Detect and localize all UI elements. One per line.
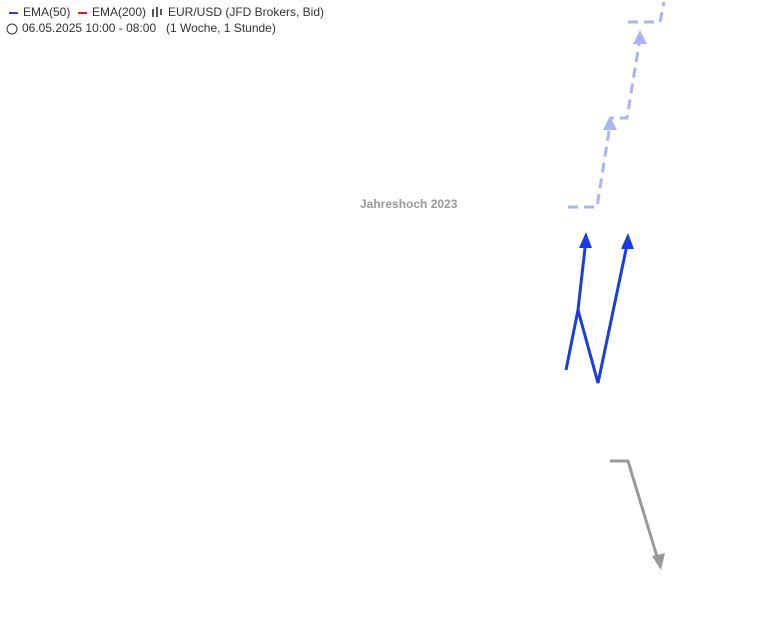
header-bg: [0, 3, 330, 37]
arrow-head: [603, 116, 617, 130]
period: (1 Woche, 1 Stunde): [166, 21, 276, 35]
symbol: EUR/USD (JFD Brokers, Bid): [168, 5, 324, 19]
header: EMA(50) EMA(200) EUR/USD (JFD Brokers, B…: [0, 3, 330, 37]
projection-dashed: [568, 37, 642, 209]
arrow-head: [633, 30, 647, 44]
projection-dashed: [628, 1, 666, 24]
projection-up: [564, 239, 630, 384]
arrow-head: [652, 553, 665, 570]
arrow-head: [579, 232, 592, 248]
projection-down: [610, 459, 660, 561]
clock-icon: [6, 23, 18, 35]
legend-label: EMA(50): [23, 5, 70, 19]
legend-label: EMA(200): [92, 5, 146, 19]
arrow-head: [621, 233, 634, 249]
projections: [564, 1, 666, 570]
annotation: Jahreshoch 2023: [360, 197, 458, 211]
candle-icon: [152, 7, 162, 17]
date-range: 06.05.2025 10:00 - 08:00: [22, 21, 156, 35]
projection-up: [576, 247, 587, 311]
